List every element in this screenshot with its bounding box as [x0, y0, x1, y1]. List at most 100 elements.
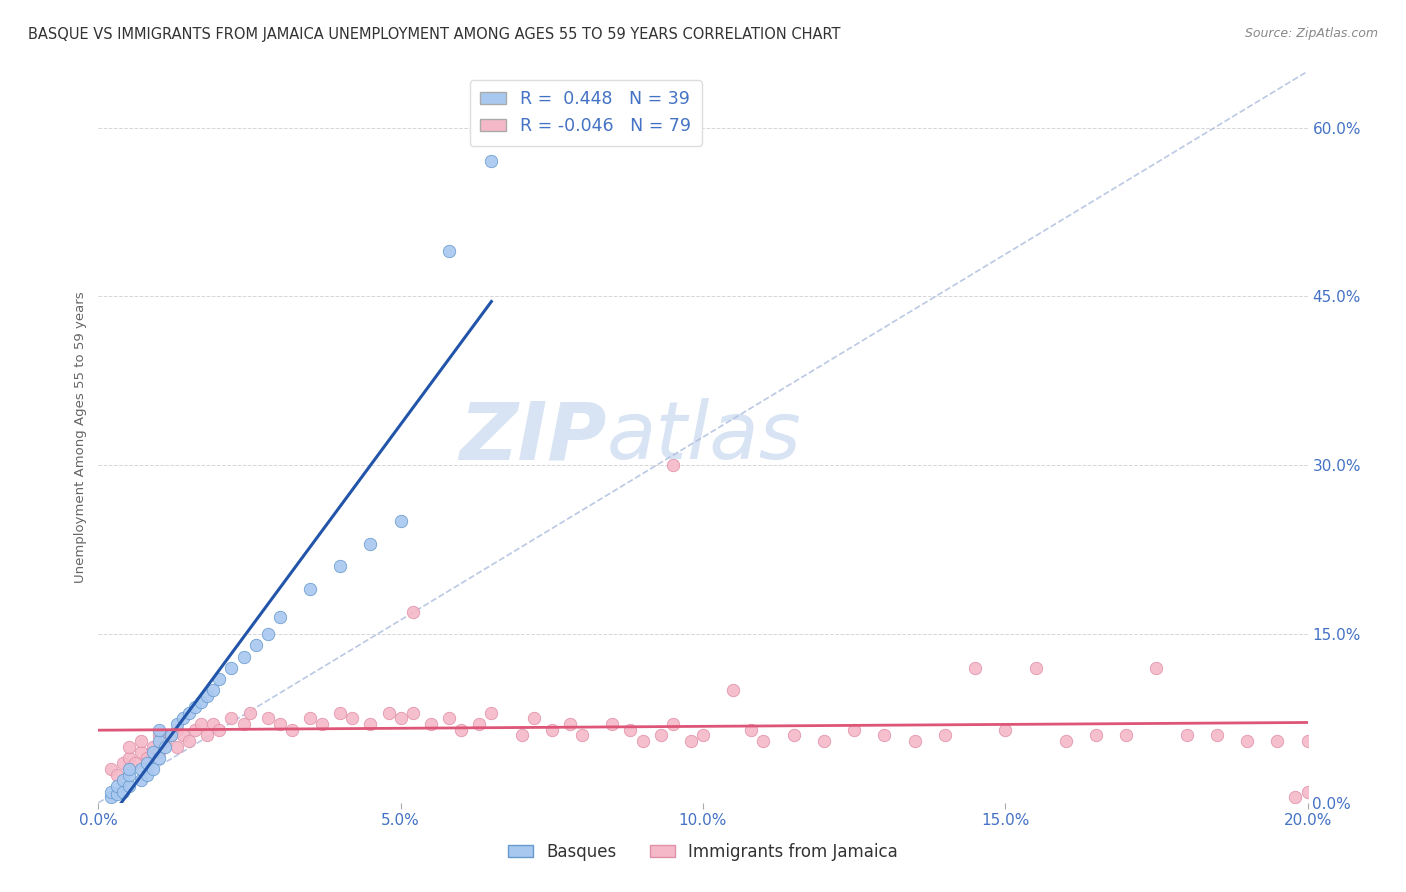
Point	[437, 711, 460, 725]
Point	[208, 723, 231, 737]
Point	[813, 734, 835, 748]
Point	[221, 711, 243, 725]
Point	[153, 734, 176, 748]
Point	[100, 762, 122, 776]
Point	[221, 661, 243, 675]
Point	[153, 739, 176, 754]
Point	[111, 773, 134, 788]
Point	[195, 728, 218, 742]
Point	[105, 779, 128, 793]
Point	[148, 723, 170, 737]
Point	[1267, 734, 1289, 748]
Point	[179, 734, 201, 748]
Point	[934, 728, 956, 742]
Point	[256, 711, 278, 725]
Point	[1296, 734, 1319, 748]
Point	[1206, 728, 1229, 742]
Point	[148, 751, 170, 765]
Point	[232, 649, 254, 664]
Point	[172, 728, 194, 742]
Point	[135, 756, 157, 771]
Text: BASQUE VS IMMIGRANTS FROM JAMAICA UNEMPLOYMENT AMONG AGES 55 TO 59 YEARS CORRELA: BASQUE VS IMMIGRANTS FROM JAMAICA UNEMPL…	[28, 27, 841, 42]
Point	[281, 723, 304, 737]
Point	[783, 728, 806, 742]
Point	[245, 638, 267, 652]
Point	[1054, 734, 1077, 748]
Point	[111, 756, 134, 771]
Point	[619, 723, 641, 737]
Point	[1296, 784, 1319, 798]
Point	[118, 751, 141, 765]
Point	[190, 694, 212, 708]
Point	[179, 706, 201, 720]
Point	[166, 723, 188, 737]
Point	[166, 717, 188, 731]
Point	[402, 605, 425, 619]
Text: atlas: atlas	[606, 398, 801, 476]
Point	[481, 706, 503, 720]
Point	[1024, 661, 1046, 675]
Point	[571, 728, 593, 742]
Legend: Basques, Immigrants from Jamaica: Basques, Immigrants from Jamaica	[502, 837, 904, 868]
Point	[232, 717, 254, 731]
Point	[1175, 728, 1198, 742]
Point	[965, 661, 987, 675]
Point	[360, 537, 382, 551]
Point	[481, 154, 503, 169]
Point	[723, 683, 745, 698]
Point	[129, 745, 152, 759]
Point	[904, 734, 927, 748]
Point	[752, 734, 775, 748]
Point	[844, 723, 866, 737]
Point	[118, 762, 141, 776]
Point	[184, 723, 207, 737]
Point	[105, 767, 128, 781]
Point	[661, 458, 683, 473]
Point	[142, 739, 165, 754]
Point	[299, 711, 322, 725]
Point	[129, 773, 152, 788]
Point	[329, 706, 352, 720]
Point	[135, 751, 157, 765]
Point	[661, 717, 683, 731]
Text: ZIP: ZIP	[458, 398, 606, 476]
Point	[166, 739, 188, 754]
Point	[160, 728, 183, 742]
Point	[172, 711, 194, 725]
Point	[510, 728, 533, 742]
Point	[160, 728, 183, 742]
Point	[342, 711, 364, 725]
Point	[740, 723, 762, 737]
Point	[190, 717, 212, 731]
Point	[299, 582, 322, 596]
Point	[148, 728, 170, 742]
Point	[129, 762, 152, 776]
Point	[148, 745, 170, 759]
Point	[1144, 661, 1167, 675]
Point	[1284, 790, 1306, 805]
Point	[389, 515, 412, 529]
Point	[420, 717, 443, 731]
Point	[118, 739, 141, 754]
Point	[389, 711, 412, 725]
Point	[360, 717, 382, 731]
Point	[994, 723, 1017, 737]
Point	[873, 728, 896, 742]
Point	[631, 734, 654, 748]
Point	[269, 717, 291, 731]
Point	[650, 728, 672, 742]
Point	[202, 717, 225, 731]
Point	[208, 672, 231, 686]
Point	[402, 706, 425, 720]
Point	[256, 627, 278, 641]
Point	[118, 779, 141, 793]
Point	[679, 734, 702, 748]
Text: Source: ZipAtlas.com: Source: ZipAtlas.com	[1244, 27, 1378, 40]
Point	[142, 762, 165, 776]
Point	[239, 706, 262, 720]
Y-axis label: Unemployment Among Ages 55 to 59 years: Unemployment Among Ages 55 to 59 years	[75, 292, 87, 582]
Point	[111, 784, 134, 798]
Point	[468, 717, 491, 731]
Point	[124, 756, 146, 771]
Point	[377, 706, 399, 720]
